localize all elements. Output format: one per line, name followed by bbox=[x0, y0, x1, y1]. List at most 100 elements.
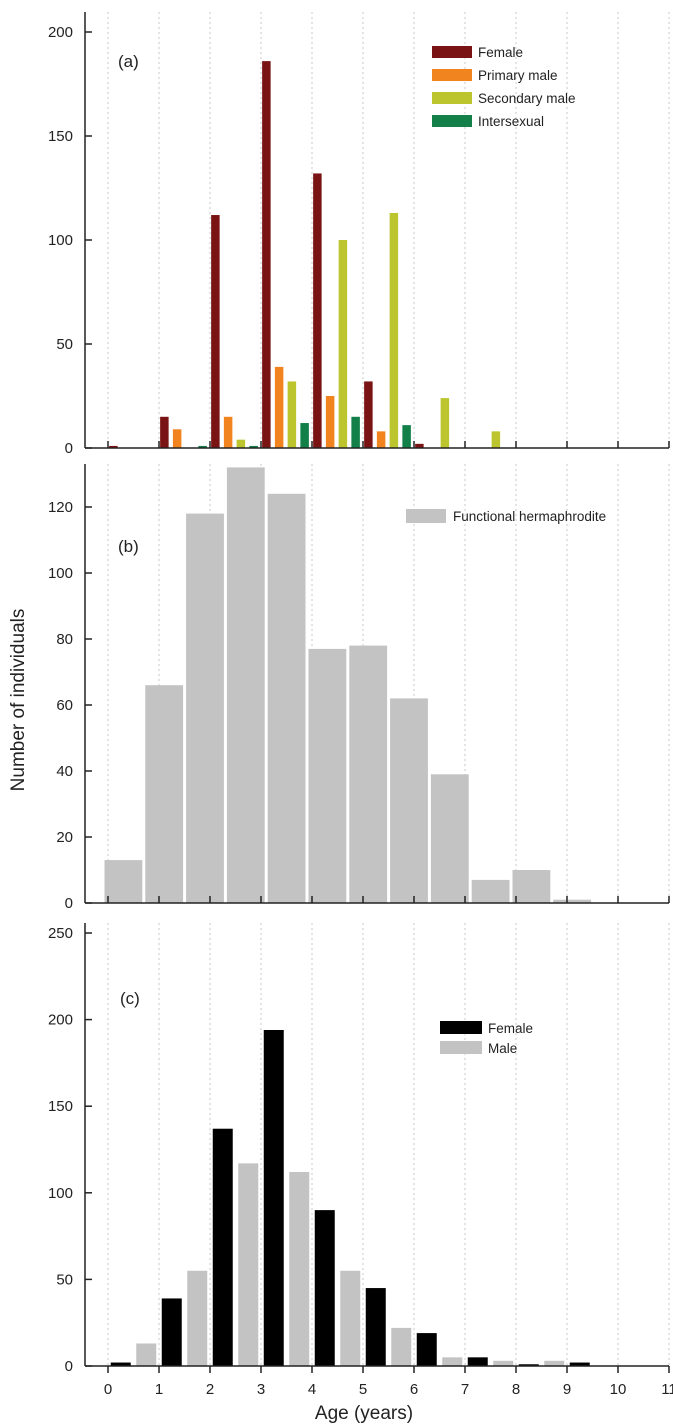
bar bbox=[390, 698, 428, 903]
bar bbox=[338, 240, 348, 448]
y-axis-title: Number of individuals bbox=[8, 609, 29, 792]
panel-label: (c) bbox=[120, 989, 140, 1008]
x-tick-label: 5 bbox=[359, 1381, 367, 1398]
y-tick-label: 60 bbox=[56, 697, 73, 714]
legend-swatch bbox=[440, 1041, 482, 1054]
bar bbox=[109, 445, 118, 448]
y-tick-label: 50 bbox=[56, 1271, 73, 1288]
bar bbox=[267, 493, 306, 903]
bar bbox=[186, 513, 224, 903]
bar bbox=[325, 396, 335, 448]
legend-swatch bbox=[432, 69, 472, 81]
bar bbox=[471, 879, 510, 903]
bar bbox=[289, 1172, 310, 1366]
bar bbox=[314, 1210, 335, 1366]
bar bbox=[223, 416, 233, 448]
x-tick-label: 10 bbox=[610, 1381, 627, 1398]
bar bbox=[512, 870, 551, 903]
bar bbox=[308, 648, 347, 903]
x-tick-label: 3 bbox=[257, 1381, 265, 1398]
bar bbox=[313, 173, 322, 448]
legend-label: Functional hermaphrodite bbox=[453, 509, 606, 524]
bar bbox=[236, 439, 246, 448]
bar bbox=[391, 1327, 412, 1366]
bar bbox=[440, 398, 450, 448]
legends: Female Primary male Secondary male Intersex… bbox=[406, 45, 606, 1056]
bar bbox=[198, 445, 207, 448]
x-tick-label: 9 bbox=[563, 1381, 571, 1398]
legend-swatch bbox=[432, 92, 472, 104]
y-tick-label: 100 bbox=[48, 565, 73, 582]
bar bbox=[518, 1364, 539, 1366]
y-tick-label: 100 bbox=[48, 1185, 73, 1202]
bar bbox=[263, 1029, 284, 1366]
y-tick-label: 200 bbox=[48, 1012, 73, 1029]
bar bbox=[226, 467, 265, 903]
bar bbox=[274, 366, 284, 448]
y-tick-label: 40 bbox=[56, 763, 73, 780]
bar bbox=[136, 1343, 157, 1366]
bar bbox=[491, 431, 501, 448]
bar bbox=[569, 1362, 590, 1366]
bar bbox=[160, 416, 169, 448]
y-tick-label: 80 bbox=[56, 631, 73, 648]
bar bbox=[340, 1270, 361, 1366]
y-tick-label: 200 bbox=[48, 24, 73, 41]
x-tick-label: 4 bbox=[308, 1381, 316, 1398]
bar bbox=[212, 1128, 233, 1366]
bar bbox=[389, 212, 399, 448]
bar bbox=[376, 431, 386, 448]
bar bbox=[415, 443, 424, 448]
y-tick-label: 250 bbox=[48, 925, 73, 942]
bar bbox=[104, 860, 143, 903]
legend-swatch bbox=[406, 509, 446, 523]
bar bbox=[287, 381, 297, 448]
bar bbox=[493, 1360, 514, 1366]
y-tick-label: 50 bbox=[56, 336, 73, 353]
x-tick-label: 11 bbox=[661, 1381, 673, 1398]
bar bbox=[238, 1163, 259, 1366]
legend-label: Female bbox=[488, 1021, 533, 1036]
bar bbox=[300, 423, 309, 448]
x-tick-label: 7 bbox=[461, 1381, 469, 1398]
legend-swatch bbox=[432, 46, 472, 58]
y-tick-label: 20 bbox=[56, 829, 73, 846]
y-tick-label: 120 bbox=[48, 499, 73, 516]
bar bbox=[249, 445, 258, 448]
x-tick-label: 6 bbox=[410, 1381, 418, 1398]
bar bbox=[172, 429, 182, 448]
bar bbox=[351, 416, 360, 448]
bar bbox=[110, 1362, 131, 1366]
y-tick-label: 150 bbox=[48, 128, 73, 145]
panel-label: (b) bbox=[118, 537, 139, 556]
legend-label: Female bbox=[478, 45, 523, 60]
bar bbox=[145, 685, 184, 903]
legend-label: Male bbox=[488, 1041, 517, 1056]
labels: 0 50 100 150 200 (a) 0 20 40 60 80 100 120 (b) 0 50 100 1… bbox=[48, 24, 673, 1398]
bar bbox=[402, 425, 411, 448]
bars bbox=[104, 61, 592, 1366]
legend-swatch bbox=[440, 1021, 482, 1034]
y-tick-label: 0 bbox=[65, 440, 73, 457]
x-tick-label: 8 bbox=[512, 1381, 520, 1398]
legend-label: Intersexual bbox=[478, 114, 544, 129]
y-tick-label: 100 bbox=[48, 232, 73, 249]
x-tick-label: 0 bbox=[104, 1381, 112, 1398]
bar bbox=[467, 1357, 488, 1366]
y-tick-label: 0 bbox=[65, 1358, 73, 1375]
bar bbox=[161, 1298, 182, 1366]
bar bbox=[553, 899, 592, 903]
axes bbox=[84, 12, 670, 1373]
bar bbox=[349, 645, 388, 903]
legend-label: Secondary male bbox=[478, 91, 576, 106]
y-tick-label: 150 bbox=[48, 1098, 73, 1115]
bar bbox=[211, 215, 220, 448]
x-tick-label: 1 bbox=[155, 1381, 163, 1398]
bar bbox=[442, 1357, 463, 1366]
panel-label: (a) bbox=[118, 52, 139, 71]
x-tick-label: 2 bbox=[206, 1381, 214, 1398]
legend-label: Primary male bbox=[478, 68, 558, 83]
bar bbox=[544, 1360, 565, 1366]
bar bbox=[430, 774, 469, 903]
